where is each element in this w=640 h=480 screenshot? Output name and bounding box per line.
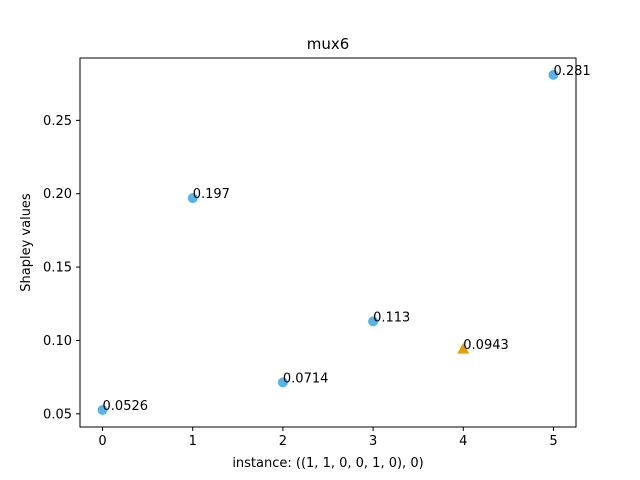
y-axis-label: Shapley values — [19, 193, 34, 292]
y-tick-label: 0.20 — [43, 187, 72, 202]
x-tick-label: 3 — [369, 434, 377, 449]
x-axis-ticks: 0 1 2 3 4 5 — [98, 427, 558, 449]
y-tick-label: 0.10 — [43, 334, 72, 349]
x-tick-label: 2 — [279, 434, 287, 449]
data-point — [97, 404, 108, 415]
x-tick-label: 4 — [459, 434, 467, 449]
data-point — [187, 193, 198, 204]
data-point — [548, 69, 559, 80]
data-label: 0.281 — [553, 64, 590, 79]
data-label: 0.197 — [193, 187, 230, 202]
axes-frame — [79, 57, 577, 428]
x-tick-label: 0 — [98, 434, 106, 449]
data-point — [277, 377, 288, 388]
data-point-triangle — [457, 342, 470, 354]
chart-marks: 0.0526 0.197 0.0714 0.113 0.0943 0.281 — [97, 64, 591, 415]
data-label: 0.0714 — [283, 371, 329, 386]
y-tick-label: 0.05 — [43, 407, 72, 422]
data-label: 0.113 — [373, 310, 410, 325]
x-axis-label: instance: ((1, 1, 0, 0, 1, 0), 0) — [232, 456, 423, 471]
data-label: 0.0526 — [103, 399, 149, 414]
data-point — [368, 316, 379, 327]
y-tick-label: 0.15 — [43, 261, 72, 276]
data-label: 0.0943 — [463, 338, 509, 353]
x-tick-label: 1 — [189, 434, 197, 449]
y-axis-ticks: 0.05 0.10 0.15 0.20 0.25 — [43, 114, 80, 422]
x-tick-label: 5 — [549, 434, 557, 449]
y-tick-label: 0.25 — [43, 114, 72, 129]
chart-title: mux6 — [307, 35, 350, 53]
